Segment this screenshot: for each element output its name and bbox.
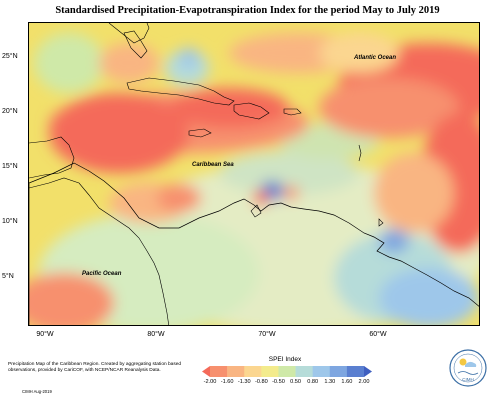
legend-swatch bbox=[329, 366, 348, 377]
legend-tick-label: -1.30 bbox=[237, 379, 251, 385]
cimh-logo: CIMH bbox=[449, 349, 487, 387]
islands bbox=[123, 30, 384, 227]
legend-swatch bbox=[227, 366, 245, 377]
legend-ticks: -2.00 -1.60 -1.30 -0.80 -0.50 0.50 0.80 1.30 1.6… bbox=[202, 379, 372, 387]
spei-field bbox=[29, 33, 479, 325]
spei-map-canvas: Atlantic Ocean Caribbean Sea Pacific Oce… bbox=[29, 23, 479, 325]
legend-tick-label: -0.80 bbox=[254, 379, 268, 385]
legend-high-cap bbox=[364, 366, 372, 377]
legend-tick-label: 1.60 bbox=[341, 379, 353, 385]
lat-label-15n: 15°N bbox=[2, 163, 18, 170]
legend-tick-label: 0.50 bbox=[290, 379, 301, 385]
legend-colorbar bbox=[202, 366, 372, 377]
label-caribbean-sea: Caribbean Sea bbox=[192, 162, 234, 168]
lon-label-80w: 80°W bbox=[147, 331, 165, 338]
legend-swatch bbox=[261, 366, 279, 377]
lat-label-20n: 20°N bbox=[2, 108, 18, 115]
logo-text: CIMH bbox=[462, 377, 474, 382]
legend-swatch bbox=[312, 366, 331, 377]
legend-title: SPEI Index bbox=[268, 356, 302, 363]
legend-tick-label: -2.00 bbox=[203, 379, 217, 385]
legend-tick-label: 1.30 bbox=[324, 379, 336, 385]
legend-swatch bbox=[346, 366, 365, 377]
legend-swatch bbox=[278, 366, 296, 377]
lon-label-60w: 60°W bbox=[369, 331, 387, 338]
lon-label-70w: 70°W bbox=[258, 331, 276, 338]
legend-swatch bbox=[244, 366, 262, 377]
legend-low-cap bbox=[202, 366, 210, 377]
lon-label-90w: 90°W bbox=[36, 331, 54, 338]
lat-label-25n: 25°N bbox=[2, 53, 18, 60]
legend-tick-label: -1.60 bbox=[220, 379, 234, 385]
map-description: Precipitation Map of the Caribbean Regio… bbox=[8, 362, 182, 373]
legend-tick-label: -0.50 bbox=[272, 379, 285, 385]
lat-label-10n: 10°N bbox=[2, 218, 18, 225]
map-title: Standardised Precipitation-Evapotranspir… bbox=[55, 5, 440, 16]
label-pacific-ocean: Pacific Ocean bbox=[82, 271, 122, 277]
spei-map: Atlantic Ocean Caribbean Sea Pacific Oce… bbox=[28, 22, 480, 326]
land-outlines bbox=[29, 23, 479, 325]
legend-tick-label: 0.80 bbox=[307, 379, 319, 385]
label-atlantic-ocean: Atlantic Ocean bbox=[353, 55, 396, 61]
map-credit: CIMH Aug-2019 bbox=[22, 389, 52, 394]
lat-label-5n: 5°N bbox=[2, 273, 14, 280]
legend-swatch bbox=[210, 366, 228, 377]
legend-swatch bbox=[295, 366, 313, 377]
legend-tick-label: 2.00 bbox=[358, 379, 370, 385]
